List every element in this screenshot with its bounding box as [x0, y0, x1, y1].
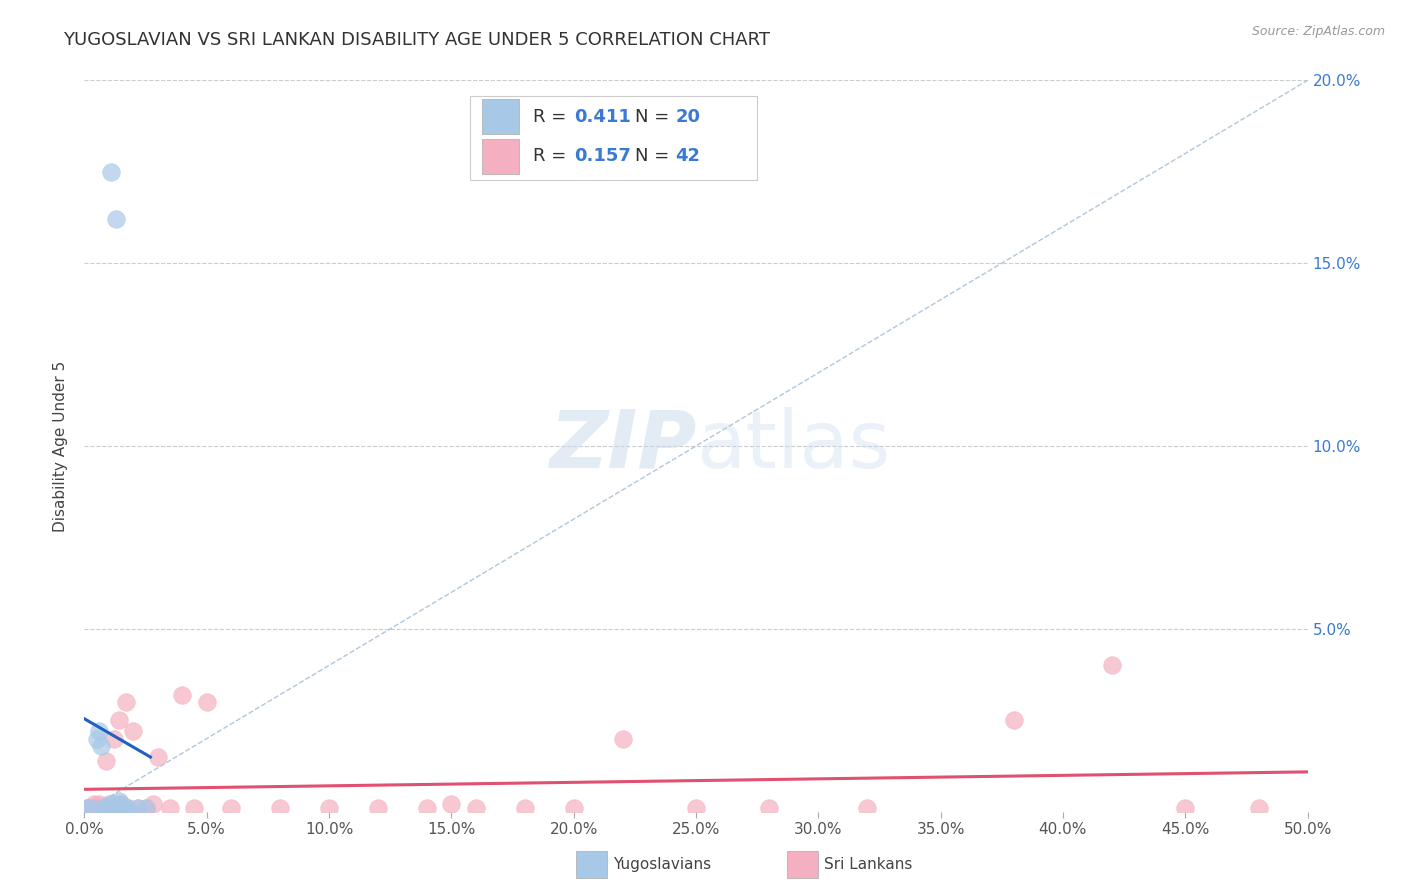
Text: Yugoslavians: Yugoslavians [613, 857, 711, 871]
Point [416, 801, 439, 815]
Point [80, 801, 103, 815]
Point [562, 801, 585, 815]
Point [112, 801, 135, 815]
Point [115, 695, 138, 709]
Bar [482, 139, 519, 174]
Point [856, 801, 879, 815]
Point [758, 801, 780, 815]
Point [122, 724, 145, 739]
Y-axis label: Disability Age Under 5: Disability Age Under 5 [53, 360, 69, 532]
Text: N =: N = [636, 147, 675, 165]
Point [76, 801, 98, 815]
Point [96, 801, 118, 815]
Point [135, 801, 157, 815]
Point [142, 797, 165, 812]
Point [513, 801, 536, 815]
Point [76, 801, 98, 815]
Point [86, 731, 108, 746]
Point [612, 731, 634, 746]
Point [1002, 714, 1025, 728]
Point [86, 801, 108, 815]
Point [146, 749, 169, 764]
Bar [482, 99, 519, 135]
Point [105, 212, 128, 227]
Point [100, 164, 122, 178]
Point [83, 797, 105, 812]
Text: R =: R = [533, 108, 572, 126]
Point [172, 688, 194, 702]
Text: 0.411: 0.411 [574, 108, 630, 126]
Point [80, 801, 103, 815]
Point [195, 695, 218, 709]
Text: 42: 42 [675, 147, 700, 165]
Point [107, 714, 129, 728]
Point [127, 801, 149, 815]
Point [87, 797, 110, 812]
Point [105, 801, 128, 815]
Point [107, 794, 129, 808]
Text: Sri Lankans: Sri Lankans [824, 857, 912, 871]
Point [115, 801, 138, 815]
Point [90, 801, 112, 815]
Point [100, 797, 122, 812]
Point [93, 801, 115, 815]
Point [127, 801, 149, 815]
Point [440, 797, 463, 812]
Point [90, 739, 112, 753]
Point [103, 731, 125, 746]
FancyBboxPatch shape [470, 96, 758, 180]
Point [77, 801, 100, 815]
Point [96, 754, 118, 768]
Point [100, 801, 122, 815]
Point [1174, 801, 1197, 815]
Point [1101, 658, 1123, 673]
Point [219, 801, 242, 815]
Point [117, 801, 139, 815]
Point [685, 801, 707, 815]
Text: Source: ZipAtlas.com: Source: ZipAtlas.com [1251, 25, 1385, 38]
Text: ZIP: ZIP [548, 407, 696, 485]
Point [97, 801, 120, 815]
Text: atlas: atlas [696, 407, 890, 485]
Point [97, 797, 120, 812]
Point [117, 801, 139, 815]
Point [367, 801, 389, 815]
Text: R =: R = [533, 147, 572, 165]
Point [318, 801, 340, 815]
Point [105, 801, 128, 815]
Point [1247, 801, 1270, 815]
Point [183, 801, 205, 815]
Point [464, 801, 486, 815]
Point [110, 797, 132, 812]
Text: 20: 20 [675, 108, 700, 126]
Point [103, 797, 125, 812]
Point [87, 724, 110, 739]
Point [93, 801, 115, 815]
Text: 0.157: 0.157 [574, 147, 630, 165]
Point [110, 797, 132, 812]
Point [135, 801, 157, 815]
Text: N =: N = [636, 108, 675, 126]
Point [159, 801, 181, 815]
Point [269, 801, 291, 815]
Point [112, 801, 135, 815]
Text: YUGOSLAVIAN VS SRI LANKAN DISABILITY AGE UNDER 5 CORRELATION CHART: YUGOSLAVIAN VS SRI LANKAN DISABILITY AGE… [63, 31, 770, 49]
